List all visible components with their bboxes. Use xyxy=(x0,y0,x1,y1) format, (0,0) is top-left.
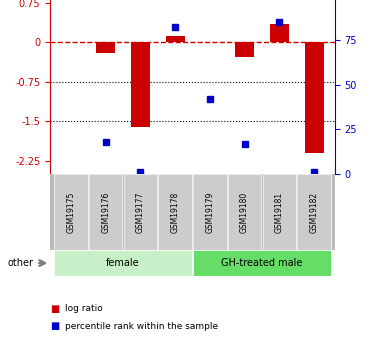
Text: female: female xyxy=(106,258,140,268)
Bar xyxy=(124,174,157,250)
Bar xyxy=(54,250,192,276)
Bar xyxy=(298,174,331,250)
Text: GSM19179: GSM19179 xyxy=(205,191,214,233)
Text: GSM19182: GSM19182 xyxy=(310,191,319,233)
Text: percentile rank within the sample: percentile rank within the sample xyxy=(65,322,219,331)
Bar xyxy=(159,174,192,250)
Bar xyxy=(305,42,324,153)
Bar xyxy=(89,174,122,250)
Text: GSM19178: GSM19178 xyxy=(171,191,180,233)
Bar xyxy=(235,42,254,57)
Text: GSM19177: GSM19177 xyxy=(136,191,145,233)
Text: GSM19175: GSM19175 xyxy=(66,191,75,233)
Text: GSM19180: GSM19180 xyxy=(240,191,249,233)
Bar xyxy=(166,36,185,42)
Text: ■: ■ xyxy=(50,321,59,331)
Text: other: other xyxy=(8,258,34,268)
Bar xyxy=(270,24,289,42)
Bar xyxy=(263,174,296,250)
Bar xyxy=(228,174,261,250)
Text: GSM19181: GSM19181 xyxy=(275,191,284,233)
Text: GH-treated male: GH-treated male xyxy=(221,258,303,268)
Text: ■: ■ xyxy=(50,304,59,314)
Bar xyxy=(54,174,87,250)
Bar xyxy=(131,42,150,127)
Text: GSM19176: GSM19176 xyxy=(101,191,110,233)
Bar xyxy=(193,174,226,250)
Bar xyxy=(193,250,331,276)
Text: log ratio: log ratio xyxy=(65,304,103,313)
Bar xyxy=(96,42,115,53)
